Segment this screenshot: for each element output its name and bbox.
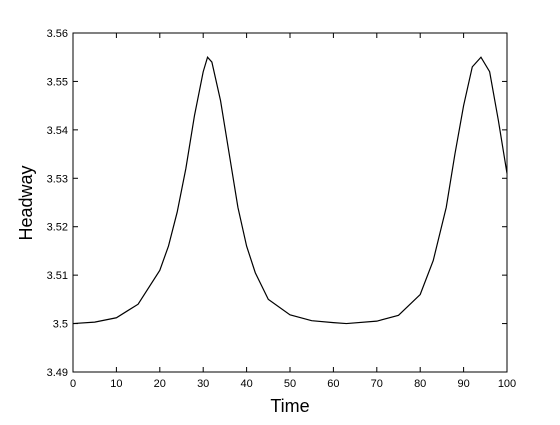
- x-tick-label: 0: [70, 378, 76, 390]
- plot-area: [72, 32, 508, 373]
- x-tick-label: 70: [371, 378, 383, 390]
- x-tick-label: 50: [284, 378, 296, 390]
- y-tick-label: 3.55: [47, 76, 68, 88]
- x-axis-title: Time: [270, 396, 309, 416]
- x-tick-label: 10: [110, 378, 122, 390]
- x-tick-label: 40: [240, 378, 252, 390]
- x-tick-label: 60: [327, 378, 339, 390]
- x-tick-label: 30: [197, 378, 209, 390]
- y-axis-title: Headway: [16, 165, 36, 240]
- y-tick-label: 3.56: [47, 28, 68, 40]
- x-tick-label: 80: [414, 378, 426, 390]
- y-tick-label: 3.52: [47, 222, 68, 234]
- y-tick-label: 3.51: [47, 270, 68, 282]
- y-tick-label: 3.54: [47, 125, 68, 137]
- y-tick-label: 3.5: [53, 319, 68, 331]
- x-tick-label: 100: [498, 378, 516, 390]
- line: [72, 56, 508, 325]
- x-tick-label: 90: [457, 378, 469, 390]
- x-tick-label: 20: [154, 378, 166, 390]
- y-tick-label: 3.49: [47, 367, 68, 379]
- y-tick-label: 3.53: [47, 173, 68, 185]
